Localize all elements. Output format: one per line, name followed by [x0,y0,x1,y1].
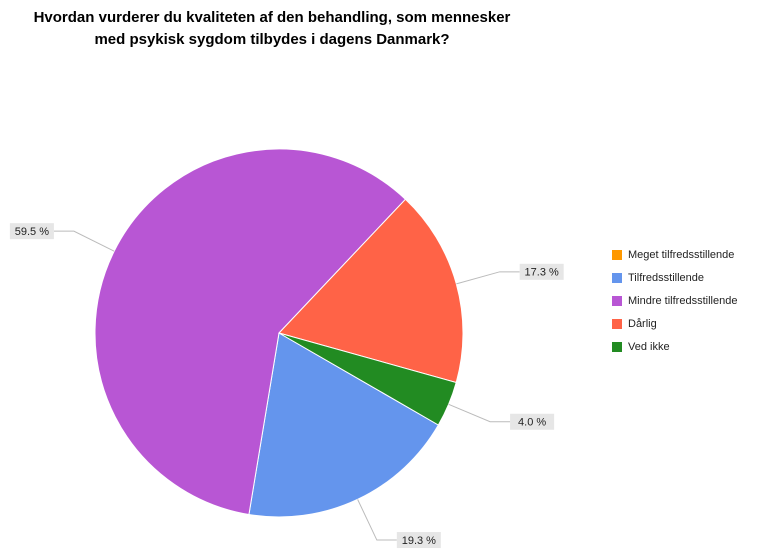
data-label-group: 59.5 % [9,223,54,240]
data-label: 59.5 % [15,226,49,238]
legend-label: Meget tilfredsstillende [628,249,734,261]
legend-swatch [612,250,622,260]
pie-slice [94,148,407,516]
data-label-group: 4.0 % [510,413,555,430]
leader-line [357,499,397,541]
leader-line [456,271,520,285]
data-label: 19.3 % [402,535,436,547]
data-label-bg [519,263,564,280]
data-label-bg [9,223,54,240]
legend-label: Tilfredsstillende [628,272,704,284]
legend-label: Mindre tilfredsstillende [628,295,737,307]
pie-slice [278,332,457,426]
data-label-bg [510,413,555,430]
legend-label: Ved ikke [628,341,670,353]
chart-title: med psykisk sygdom tilbydes i dagens Dan… [94,31,449,48]
pie-slice [278,198,464,384]
leader-line [448,403,511,423]
data-label: 4.0 % [518,417,546,429]
data-label-group: 19.3 % [396,532,441,549]
chart-title: Hvordan vurderer du kvaliteten af den be… [34,9,511,26]
leader-line [53,230,115,252]
data-label-bg [396,532,441,549]
legend-swatch [612,319,622,329]
legend-label: Dårlig [628,318,657,330]
data-label: 17.3 % [525,267,559,279]
legend-swatch [612,273,622,283]
legend-swatch [612,296,622,306]
legend-swatch [612,342,622,352]
data-label-group: 17.3 % [519,263,564,280]
